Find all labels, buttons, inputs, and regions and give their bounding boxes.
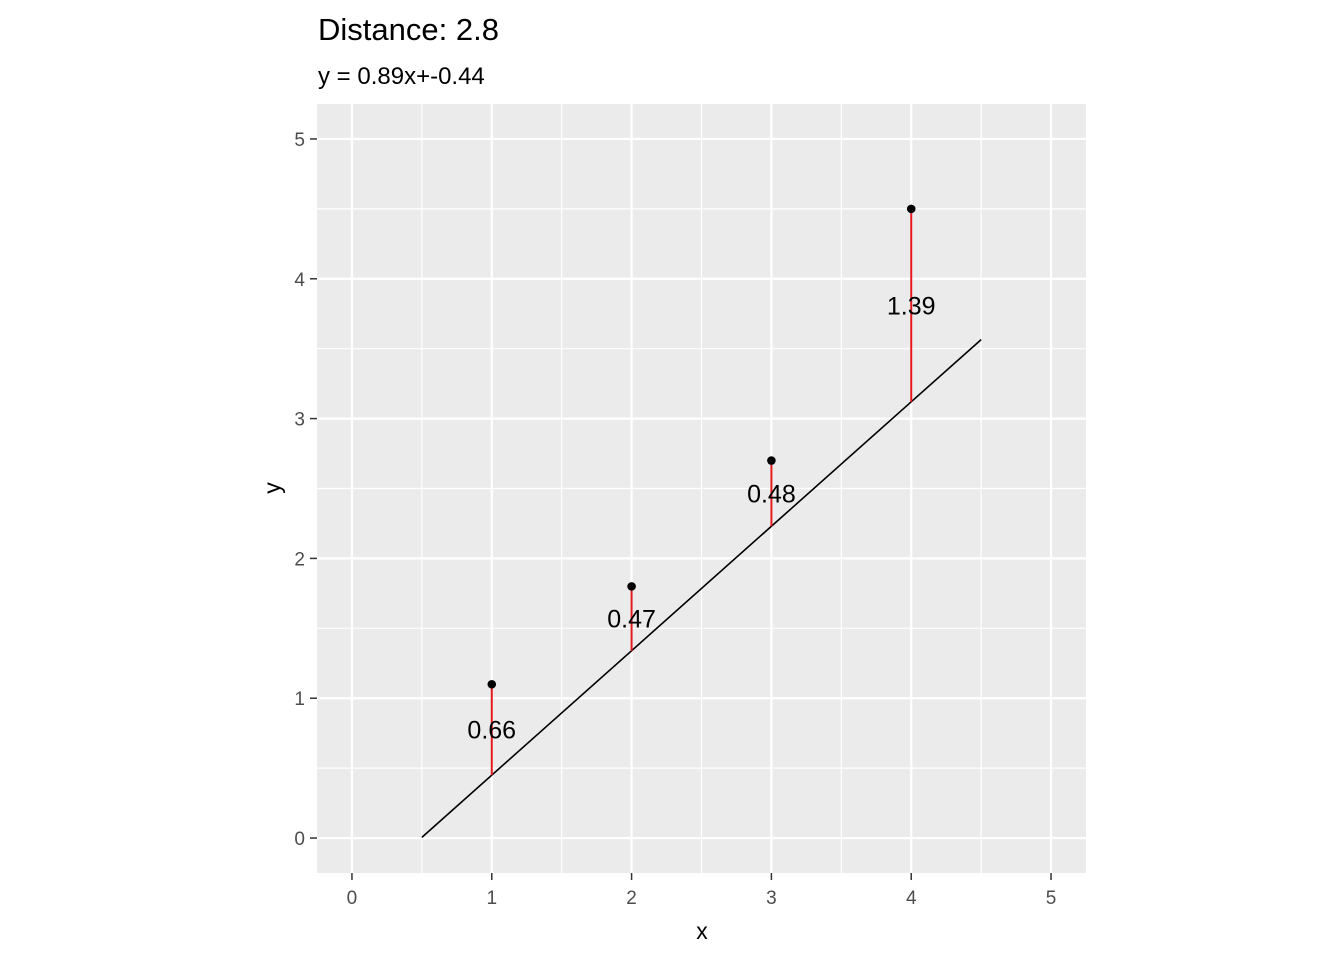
residual-label: 0.47 xyxy=(607,606,656,634)
x-tick-label: 1 xyxy=(486,888,497,909)
y-tick-label: 5 xyxy=(294,130,305,151)
y-tick-label: 1 xyxy=(294,689,305,710)
gridlines xyxy=(317,104,1086,873)
residual-label: 0.48 xyxy=(747,480,796,508)
x-axis-title: x xyxy=(696,918,708,944)
x-tick-label: 3 xyxy=(766,888,777,909)
x-tick-label: 5 xyxy=(1046,888,1057,909)
chart-subtitle: y = 0.89x+-0.44 xyxy=(318,63,485,90)
residual-segments xyxy=(490,208,913,776)
x-axis: 0 1 2 3 4 5 xyxy=(347,873,1057,909)
x-tick-label: 0 xyxy=(347,888,358,909)
y-axis: 0 1 2 3 4 5 xyxy=(294,130,317,850)
y-tick-label: 4 xyxy=(294,270,305,291)
y-tick-label: 0 xyxy=(294,829,305,850)
data-point xyxy=(487,679,497,689)
y-tick-label: 3 xyxy=(294,410,305,431)
x-tick-label: 4 xyxy=(906,888,917,909)
data-point xyxy=(627,582,636,591)
chart-title: Distance: 2.8 xyxy=(318,12,499,47)
residual-label: 1.39 xyxy=(887,292,936,320)
residual-labels: 0.66 0.47 0.48 1.39 xyxy=(467,292,935,744)
y-axis-title: y xyxy=(259,482,285,494)
data-point xyxy=(906,204,916,214)
data-point xyxy=(767,456,776,465)
fit-line xyxy=(421,338,982,838)
fit-line-layer xyxy=(421,338,982,838)
data-points xyxy=(487,204,916,689)
x-tick-label: 2 xyxy=(626,888,637,909)
y-tick-label: 2 xyxy=(294,549,305,570)
residual-label: 0.66 xyxy=(467,717,516,745)
